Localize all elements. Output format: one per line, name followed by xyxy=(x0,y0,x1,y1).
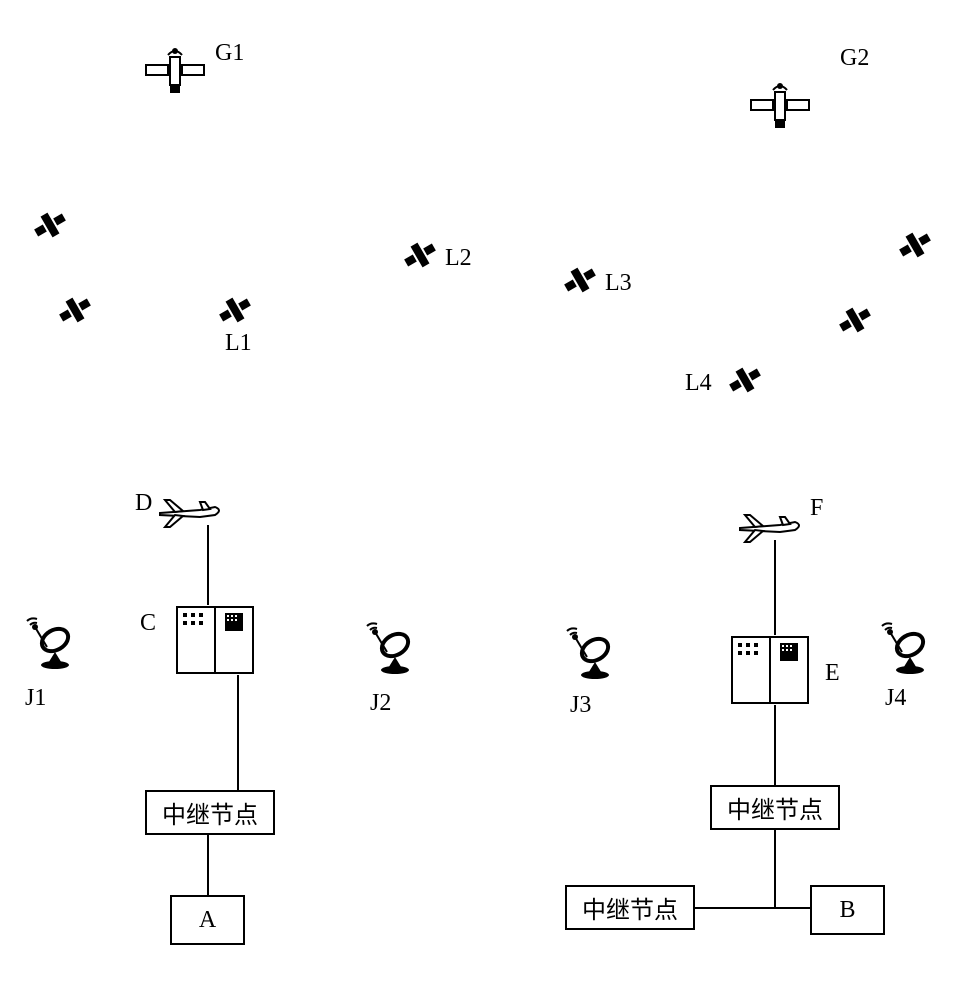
leo-satellite-icon xyxy=(400,235,440,275)
edge-line xyxy=(207,835,209,895)
dish-icon xyxy=(365,620,420,675)
leo-satellite-icon xyxy=(215,290,255,330)
dish-icon xyxy=(565,625,620,680)
leo-satellite-label: L2 xyxy=(445,245,472,272)
terminal-box: A xyxy=(170,895,245,945)
building-label: C xyxy=(140,610,156,637)
diagram-canvas: G1 G2 L2 L3 L1 L4 xyxy=(0,0,976,1000)
relay-node-box: 中继节点 xyxy=(565,885,695,930)
building-label: E xyxy=(825,660,840,687)
relay-node-box: 中继节点 xyxy=(710,785,840,830)
edge-line xyxy=(774,705,776,785)
terminal-box: B xyxy=(810,885,885,935)
edge-line xyxy=(774,830,776,908)
edge-line xyxy=(774,540,776,635)
dish-label: J1 xyxy=(25,685,46,712)
dish-label: J3 xyxy=(570,692,591,719)
building-icon xyxy=(730,635,810,705)
leo-satellite-label: L4 xyxy=(685,370,712,397)
leo-satellite-icon xyxy=(55,290,95,330)
building-icon xyxy=(175,605,255,675)
geo-satellite-icon xyxy=(745,80,815,130)
leo-satellite-icon xyxy=(30,205,70,245)
dish-label: J4 xyxy=(885,685,906,712)
leo-satellite-icon xyxy=(560,260,600,300)
plane-icon xyxy=(735,510,805,545)
dish-label: J2 xyxy=(370,690,391,717)
plane-icon xyxy=(155,495,225,530)
geo-satellite-label: G1 xyxy=(215,40,244,67)
leo-satellite-label: L1 xyxy=(225,330,252,357)
leo-satellite-label: L3 xyxy=(605,270,632,297)
geo-satellite-label: G2 xyxy=(840,45,869,72)
leo-satellite-icon xyxy=(725,360,765,400)
dish-icon xyxy=(880,620,935,675)
plane-label: D xyxy=(135,490,152,517)
plane-label: F xyxy=(810,495,823,522)
edge-line xyxy=(695,907,810,909)
edge-line xyxy=(237,675,239,790)
relay-node-box: 中继节点 xyxy=(145,790,275,835)
edge-line xyxy=(207,525,209,605)
dish-icon xyxy=(25,615,80,670)
leo-satellite-icon xyxy=(835,300,875,340)
leo-satellite-icon xyxy=(895,225,935,265)
geo-satellite-icon xyxy=(140,45,210,95)
